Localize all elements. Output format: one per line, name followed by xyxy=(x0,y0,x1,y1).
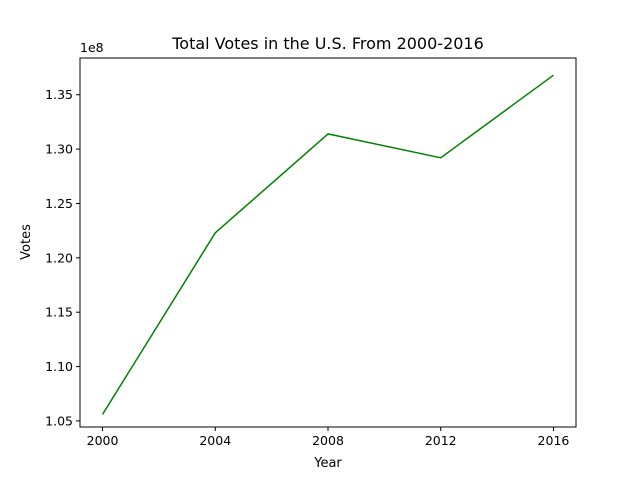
x-tick-label: 2012 xyxy=(425,433,457,448)
y-axis-label: Votes xyxy=(19,224,34,260)
y-tick-label: 1.25 xyxy=(45,196,73,211)
x-axis-label: Year xyxy=(313,456,342,471)
x-tick-label: 2004 xyxy=(199,433,231,448)
x-tick-label: 2000 xyxy=(87,433,119,448)
chart-title: Total Votes in the U.S. From 2000-2016 xyxy=(171,34,484,53)
y-tick-label: 1.30 xyxy=(45,142,73,157)
y-tick-label: 1.35 xyxy=(45,87,73,102)
series-line-0 xyxy=(101,74,554,415)
y-tick-label: 1.10 xyxy=(45,359,73,374)
y-tick-label: 1.20 xyxy=(45,250,73,265)
plot-area: 2000 2004 2008 2012 2016 1.05 1.10 1.15 1.20 1.25… xyxy=(45,57,577,448)
x-tick-label: 2016 xyxy=(538,433,570,448)
y-offset-label: 1e8 xyxy=(80,40,104,55)
y-tick-label: 1.05 xyxy=(45,413,73,428)
y-tick-label: 1.15 xyxy=(45,305,73,320)
x-tick-label: 2008 xyxy=(312,433,344,448)
